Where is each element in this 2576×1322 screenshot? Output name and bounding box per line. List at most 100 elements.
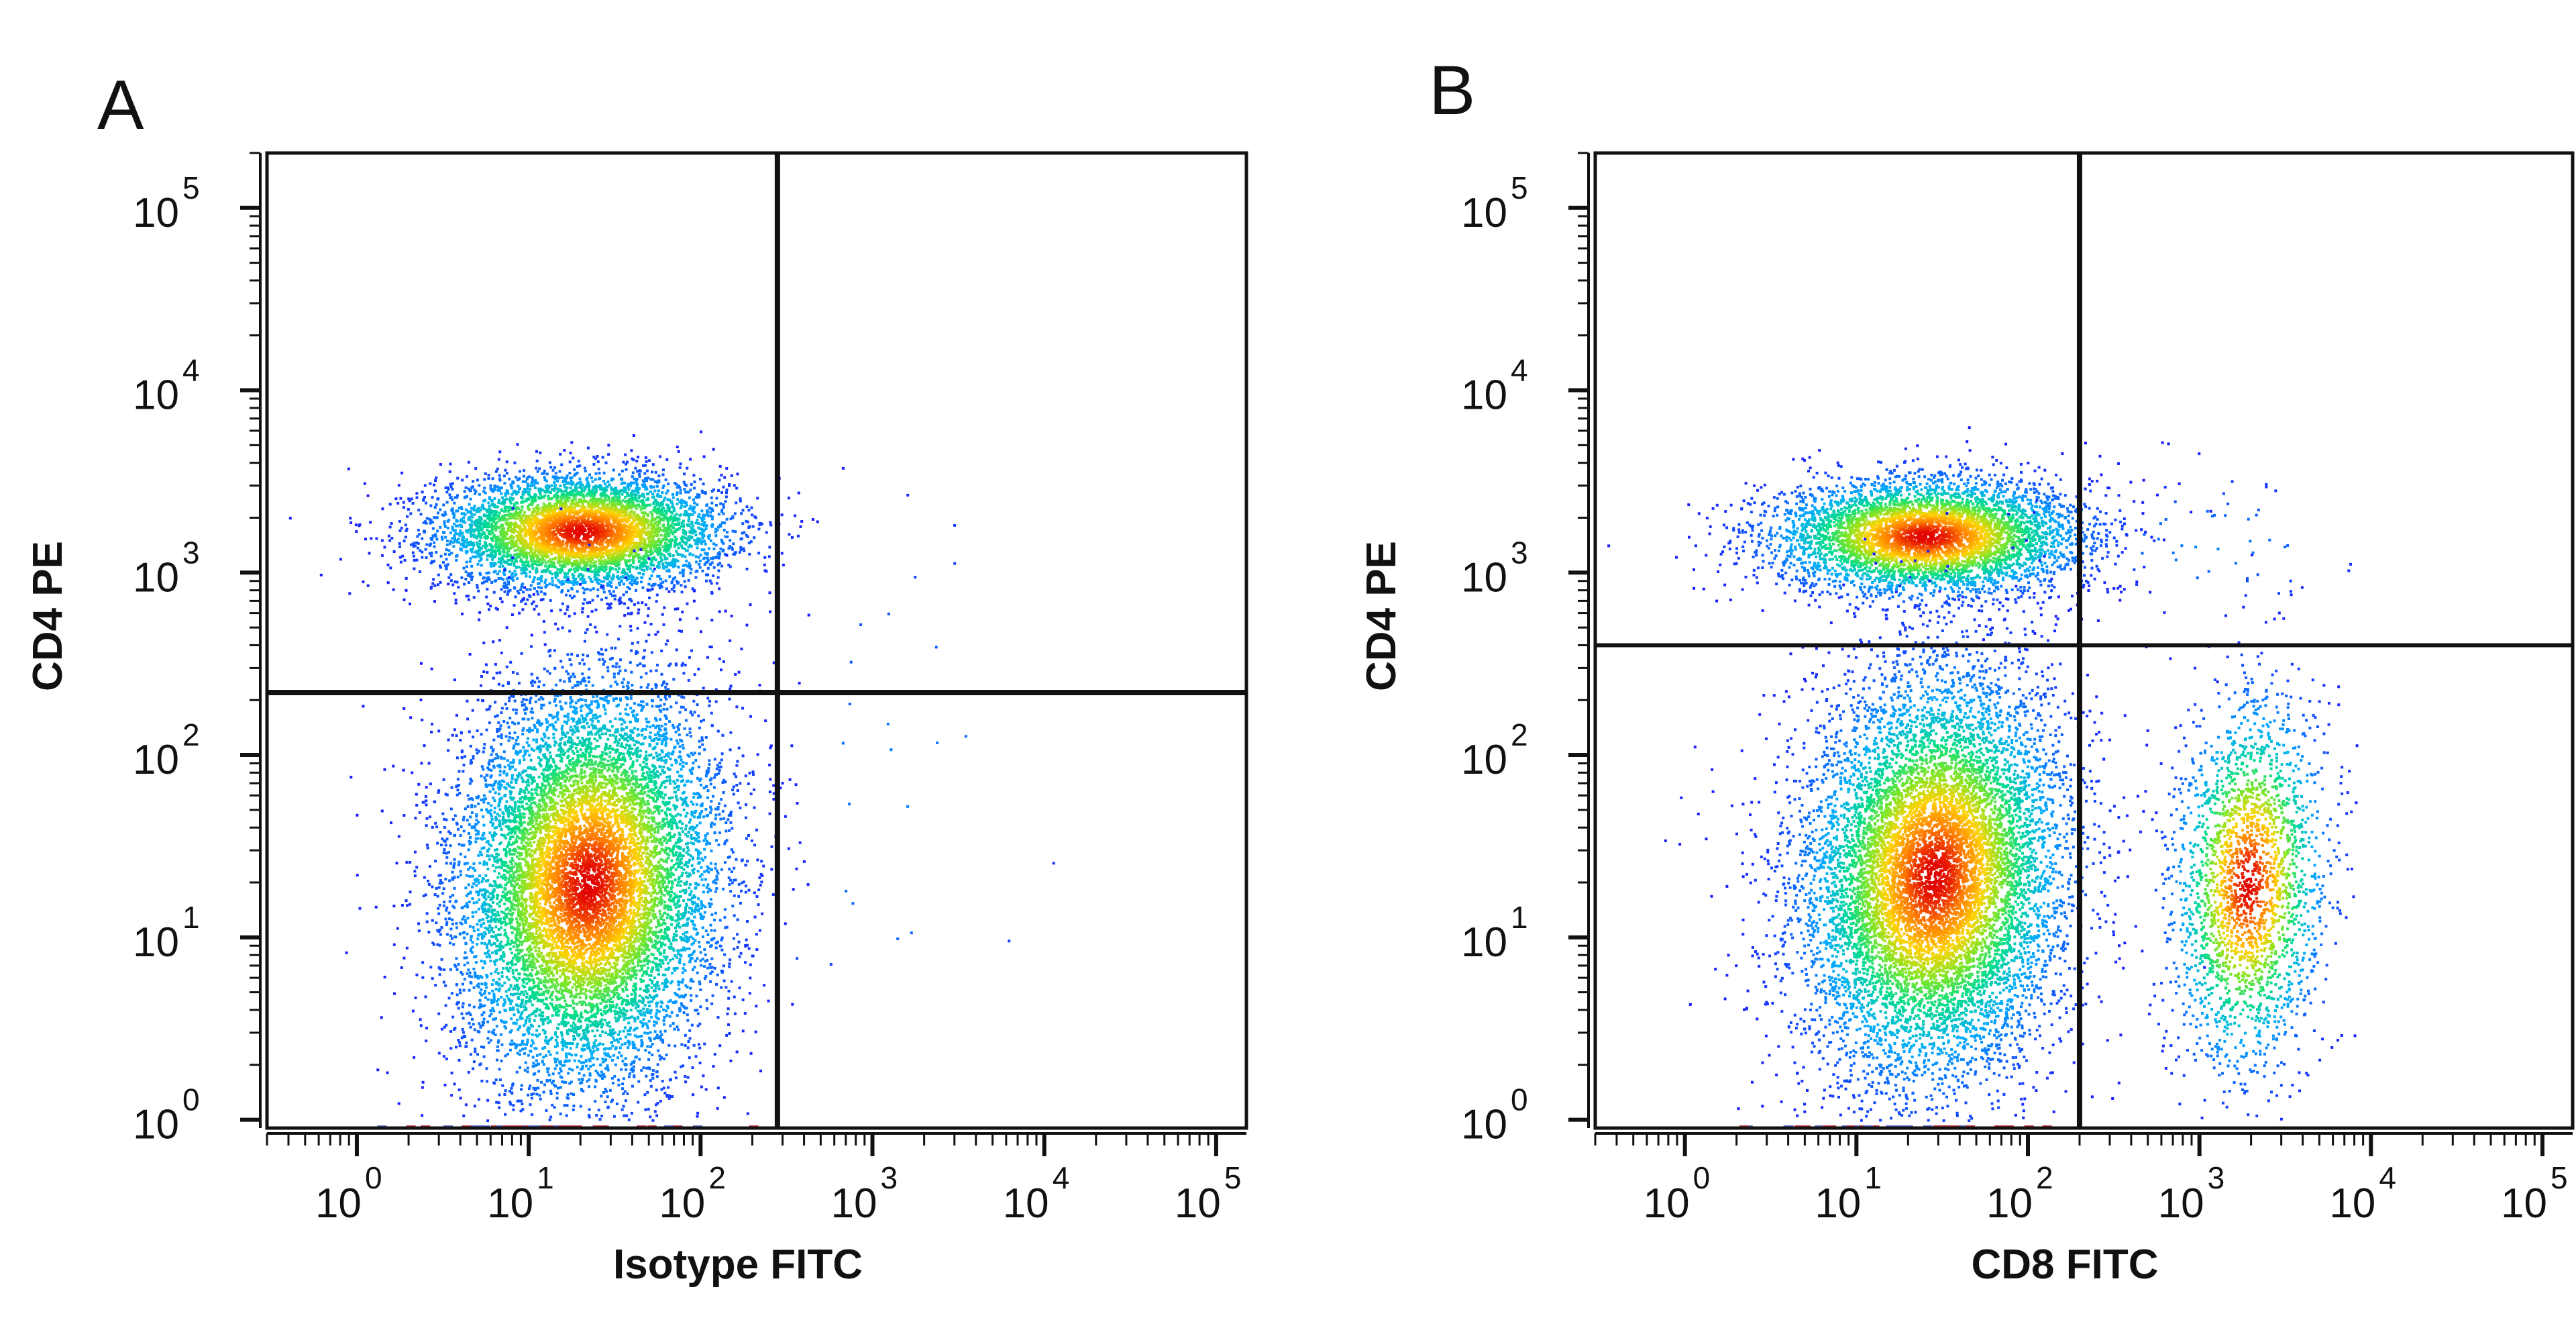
- panel-a-event-point: [494, 562, 496, 564]
- panel-a-event-point: [517, 546, 520, 548]
- panel-a-event-point: [614, 568, 617, 571]
- panel-a-event-point: [680, 537, 683, 540]
- panel-a-event-point: [662, 565, 665, 568]
- panel-a-event-point: [570, 587, 573, 590]
- panel-a-event-point: [667, 509, 670, 512]
- panel-a-event-point: [550, 609, 553, 612]
- panel-a-event-point: [712, 574, 714, 577]
- panel-a-event-point: [453, 592, 455, 595]
- panel-a-event-point: [478, 543, 481, 546]
- panel-a-event-point: [446, 544, 449, 546]
- panel-a-event-point: [405, 577, 408, 580]
- panel-a-event-point: [614, 595, 616, 597]
- panel-a-event-point: [492, 490, 494, 493]
- panel-a-event-point: [700, 542, 703, 545]
- panel-a-event-point: [584, 467, 586, 470]
- panel-a-event-point: [491, 499, 494, 502]
- panel-a-event-point: [572, 457, 574, 460]
- panel-a-event-point: [753, 536, 755, 539]
- panel-a-event-point: [564, 572, 566, 574]
- panel-a-event-point: [515, 476, 517, 478]
- panel-a-event-point: [498, 499, 500, 501]
- panel-a-event-point: [453, 516, 455, 519]
- panel-a-event-point: [663, 534, 666, 537]
- panel-a-event-point: [589, 567, 592, 570]
- panel-a-event-point: [566, 608, 569, 611]
- panel-a-event-point: [629, 625, 632, 627]
- panel-a-event-point: [722, 503, 724, 506]
- panel-a-event-point: [517, 590, 519, 593]
- panel-a-event-point: [682, 572, 685, 574]
- panel-a-event-point: [375, 538, 378, 540]
- panel-a-event-point: [649, 568, 652, 570]
- panel-a-event-point: [556, 501, 559, 504]
- panel-a-event-point: [348, 592, 351, 595]
- panel-a-event-point: [467, 511, 470, 513]
- panel-a-event-point: [531, 542, 533, 545]
- panel-a-event-point: [630, 574, 633, 576]
- panel-a-event-point: [433, 560, 435, 562]
- panel-a-event-point: [581, 611, 584, 613]
- panel-a-event-point: [443, 531, 445, 534]
- panel-a-event-point: [678, 486, 681, 489]
- panel-a-event-point: [531, 634, 533, 637]
- panel-a-event-point: [473, 596, 476, 599]
- panel-a-event-point: [661, 491, 663, 494]
- panel-a-event-point: [614, 598, 616, 601]
- panel-a-event-point: [456, 519, 459, 522]
- panel-a-event-point: [495, 517, 498, 519]
- panel-a-event-point: [458, 532, 461, 535]
- panel-a-event-point: [720, 491, 723, 494]
- panel-a-event-point: [769, 591, 771, 594]
- panel-a-event-point: [425, 544, 428, 546]
- panel-a-event-point: [648, 597, 651, 599]
- panel-a-event-point: [498, 501, 500, 504]
- panel-a-event-point: [588, 474, 591, 476]
- panel-a-event-point: [557, 579, 559, 582]
- panel-a-event-point: [648, 541, 651, 544]
- panel-a-event-point: [674, 540, 676, 542]
- panel-a-event-point: [495, 607, 498, 610]
- panel-a-event-point: [685, 485, 688, 487]
- panel-a-event-point: [710, 502, 713, 505]
- panel-a-event-point: [478, 510, 481, 513]
- panel-a-event-point: [529, 548, 532, 550]
- panel-a-event-point: [720, 539, 723, 542]
- panel-a-event-point: [683, 472, 686, 475]
- panel-a-event-point: [621, 482, 623, 485]
- panel-a-event-point: [412, 552, 415, 554]
- panel-a-event-point: [435, 538, 438, 541]
- panel-a-event-point: [488, 519, 491, 522]
- panel-a-event-point: [429, 482, 431, 485]
- panel-a-event-point: [566, 605, 569, 608]
- panel-a-event-point: [594, 569, 596, 572]
- panel-a-event-point: [464, 513, 467, 516]
- panel-a-event-point: [717, 570, 720, 572]
- panel-a-event-point: [625, 559, 628, 562]
- panel-a-event-point: [720, 474, 723, 476]
- panel-a-event-point: [439, 526, 441, 529]
- panel-a-event-point: [720, 565, 723, 568]
- panel-a-event-point: [444, 553, 447, 556]
- panel-a-event-point: [636, 581, 639, 584]
- panel-a-event-point: [504, 582, 506, 584]
- panel-a-event-point: [675, 483, 678, 486]
- panel-a-event-point: [671, 580, 674, 583]
- panel-a-event-point: [462, 546, 465, 548]
- panel-a-event-point: [528, 565, 531, 568]
- panel-a-event-point: [730, 517, 733, 520]
- panel-a-event-point: [503, 474, 506, 477]
- panel-a-event-point: [751, 513, 753, 516]
- panel-a-event-point: [678, 450, 680, 453]
- panel-a-event-point: [596, 589, 599, 591]
- panel-a-event-point: [429, 505, 432, 507]
- panel-a-event-point: [500, 577, 502, 580]
- panel-a-event-point: [605, 597, 608, 599]
- panel-a-event-point: [634, 467, 637, 470]
- panel-a-event-point: [692, 554, 694, 556]
- panel-a-event-point: [444, 536, 447, 539]
- panel-a-event-point: [639, 540, 642, 543]
- panel-a-event-point: [470, 489, 472, 492]
- panel-a-event-point: [533, 484, 535, 487]
- panel-a-event-point: [679, 466, 682, 469]
